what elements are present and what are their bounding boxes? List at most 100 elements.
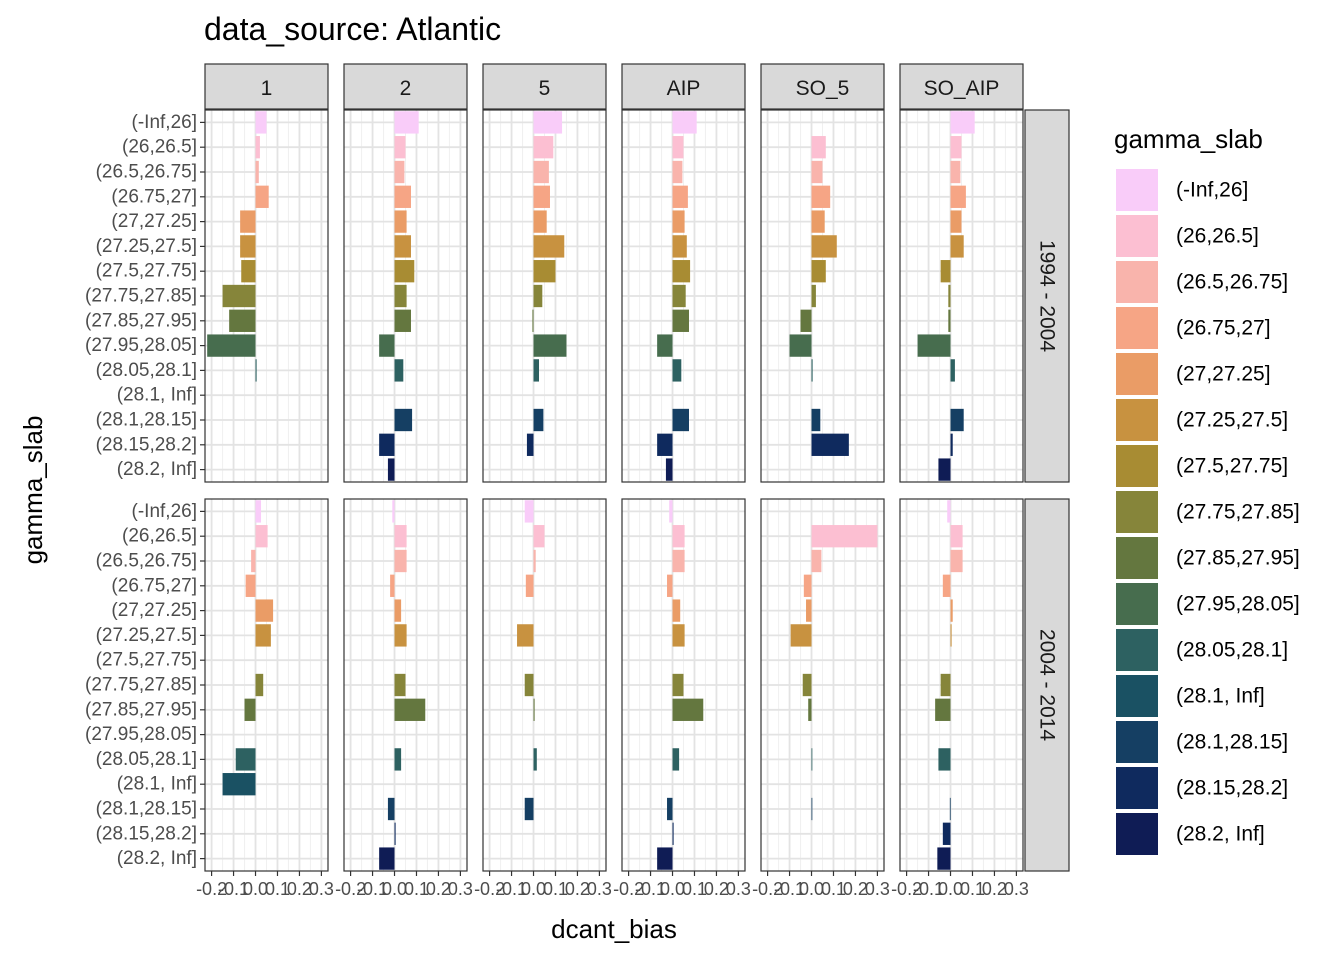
bar [672,408,689,432]
bar [942,822,951,845]
bar [222,773,256,796]
bar [524,500,534,523]
y-tick-label: (27.75,27.85] [85,675,197,696]
x-tick-label: 0.3 [1004,879,1029,899]
bar [950,111,975,134]
bar [379,334,395,357]
bar [950,525,963,548]
x-tick-label: -0.1 [496,879,527,899]
x-tick-label: 0.0 [938,879,963,899]
bar [672,136,684,159]
bar [672,822,674,845]
bar [811,185,831,208]
y-tick-label: (-Inf,26] [132,501,197,522]
panel-border [760,498,885,872]
legend-label: (27.5,27.75] [1176,455,1288,478]
legend-key [1116,491,1158,533]
y-tick-label: (28.1,28.15] [96,799,197,820]
bar [533,185,550,208]
y-tick-label: (27.25,27.5] [96,236,197,257]
x-tick-label: -0.1 [635,879,666,899]
bar [935,698,951,721]
bar [672,673,684,697]
bar [255,500,262,523]
bar [255,359,257,382]
y-tick-label: (26.5,26.75] [96,551,197,572]
y-tick-label: (27.95,28.05] [85,724,197,745]
legend-key [1116,813,1158,855]
legend-key [1116,537,1158,579]
bar [950,210,962,233]
legend-key [1116,767,1158,809]
bar [533,235,565,258]
bar [672,698,704,721]
panel-border [343,498,468,872]
bar [533,698,535,721]
bar [672,260,691,283]
legend-label: (26.5,26.75] [1176,271,1288,294]
bar [229,309,256,332]
x-tick-label: 0.0 [521,879,546,899]
bar [811,136,826,159]
bar [379,847,395,870]
panel-border [621,498,746,872]
bar [394,359,404,382]
x-tick-label: 0.1 [682,879,707,899]
legend-key [1116,353,1158,395]
bar [811,284,816,308]
bar [517,624,534,647]
panel-border [343,109,468,483]
y-tick-label: (28.15,28.2] [96,823,197,844]
x-tick-label: -0.1 [218,879,249,899]
bar [255,673,264,697]
bar [811,433,849,456]
x-tick-label: 0.0 [660,879,685,899]
legend-key [1116,261,1158,303]
x-tick-label: 0.0 [799,879,824,899]
bar [950,433,953,456]
column-strip-bg [760,63,885,110]
bar [394,822,396,845]
panel-border [482,498,607,872]
y-tick-label: (27.25,27.5] [96,625,197,646]
x-tick-label: -0.2 [891,879,922,899]
bar [394,698,426,721]
bar [940,260,951,283]
y-tick-label: (26.5,26.75] [96,162,197,183]
bar [806,599,812,622]
y-tick-label: (28.15,28.2] [96,434,197,455]
bar [811,748,813,771]
x-tick-label: 0.2 [426,879,451,899]
bar [667,797,673,821]
y-tick-label: (27.95,28.05] [85,335,197,356]
legend-label: (27.25,27.5] [1176,409,1288,432]
bar [390,574,395,597]
y-tick-label: (27,27.25] [111,600,197,621]
bar [811,160,823,184]
bar [532,309,534,332]
x-tick-label: 0.1 [821,879,846,899]
bar [811,260,826,283]
bar [524,673,534,697]
panel-border [760,109,885,483]
x-tick-label: 0.1 [404,879,429,899]
bar [255,136,260,159]
bar [207,334,256,357]
bar [950,359,955,382]
bar [533,111,563,134]
bar [811,797,813,821]
y-tick-label: (28.1, Inf] [117,385,197,406]
y-tick-label: (26,26.5] [122,526,197,547]
bar [394,284,407,308]
facet-panels [204,109,1024,872]
bar [394,549,407,573]
x-tick-label: 0.0 [243,879,268,899]
row-strip-label: 2004 - 2014 [1036,629,1059,741]
bar [937,847,951,870]
bar [255,525,268,548]
bar [394,525,407,548]
x-tick-label: 0.2 [704,879,729,899]
column-strip-bg [343,63,468,110]
column-strip-label: 1 [261,77,273,100]
legend: gamma_slab (-Inf,26] (26,26.5] (26.5,26.75… [1114,124,1300,855]
